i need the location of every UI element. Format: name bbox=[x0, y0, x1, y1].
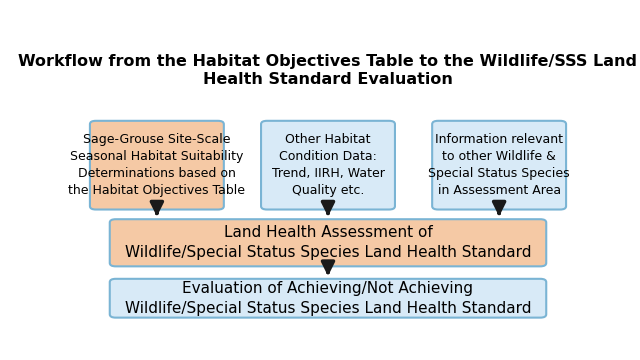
Text: Workflow from the Habitat Objectives Table to the Wildlife/SSS Land
Health Stand: Workflow from the Habitat Objectives Tab… bbox=[19, 54, 637, 87]
Text: Other Habitat
Condition Data:
Trend, IIRH, Water
Quality etc.: Other Habitat Condition Data: Trend, IIR… bbox=[271, 133, 385, 197]
FancyBboxPatch shape bbox=[90, 121, 224, 210]
Text: Evaluation of Achieving/Not Achieving
Wildlife/Special Status Species Land Healt: Evaluation of Achieving/Not Achieving Wi… bbox=[125, 281, 531, 316]
FancyBboxPatch shape bbox=[110, 219, 547, 266]
FancyBboxPatch shape bbox=[261, 121, 395, 210]
FancyBboxPatch shape bbox=[110, 279, 547, 318]
Text: Information relevant
to other Wildlife &
Special Status Species
in Assessment Ar: Information relevant to other Wildlife &… bbox=[428, 133, 570, 197]
Text: Sage-Grouse Site-Scale
Seasonal Habitat Suitability
Determinations based on
the : Sage-Grouse Site-Scale Seasonal Habitat … bbox=[68, 133, 245, 197]
FancyBboxPatch shape bbox=[432, 121, 566, 210]
Text: Land Health Assessment of
Wildlife/Special Status Species Land Health Standard: Land Health Assessment of Wildlife/Speci… bbox=[125, 225, 531, 260]
